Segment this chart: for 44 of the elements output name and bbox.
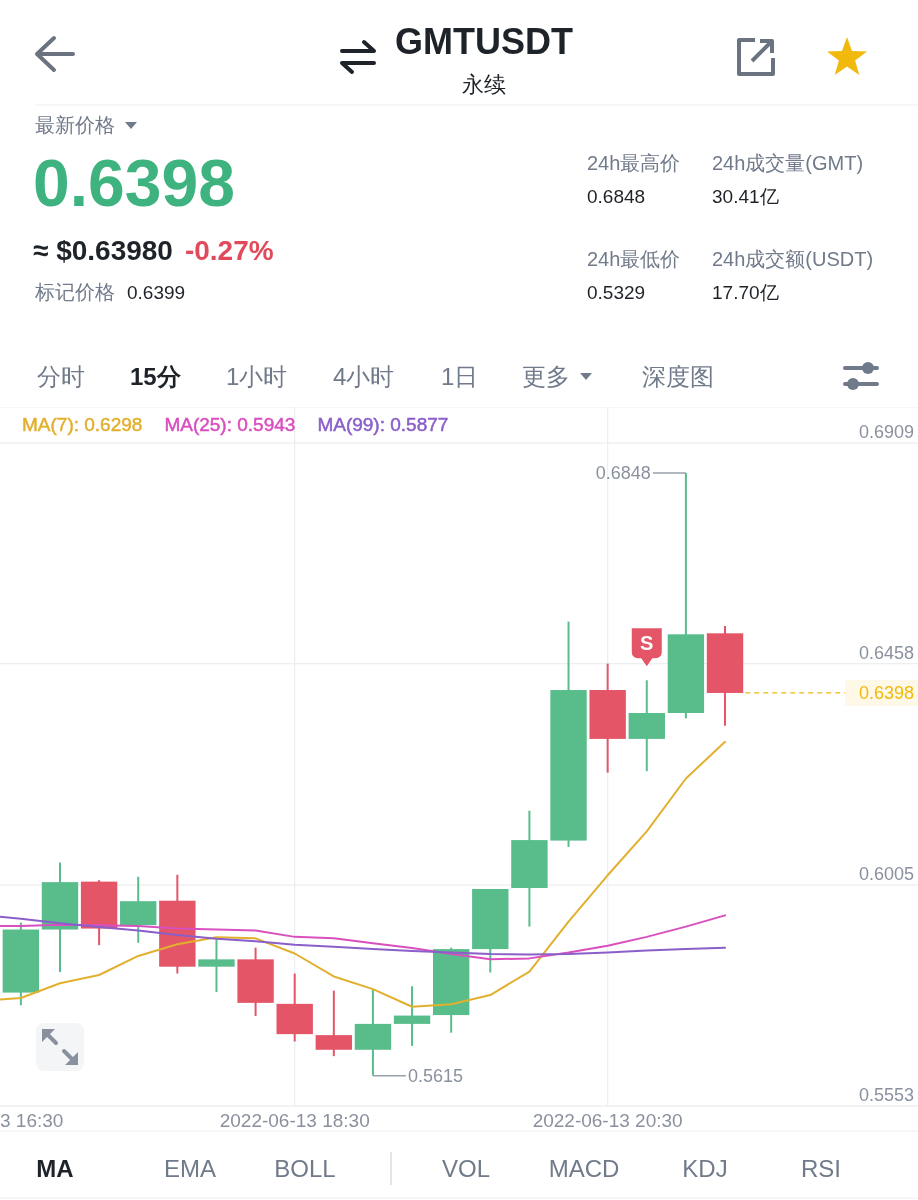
text: 24h成交额(USDT) [712,248,874,270]
text: GMTUSDT [395,20,573,62]
text: 24h最低价 [587,248,681,270]
y-tick-label: 0.6005 [858,864,914,885]
text: VOL [441,1154,491,1182]
text: 17.70亿 [712,281,779,303]
text: 1日 [441,362,479,390]
text: 15分 [130,362,182,390]
y-tick-label: 0.6909 [858,422,914,443]
text: MACD [548,1154,620,1182]
text: 分时 [37,362,85,390]
text: KDJ [682,1154,728,1182]
text: MA(7): 0.6298 [22,413,143,435]
text: ≈ $0.63980 [33,234,173,266]
text: MA(99): 0.5877 [317,413,449,435]
text: 最新价格 [35,114,115,136]
annotation: 0.5615 [407,1065,463,1086]
text: 永续 [462,71,506,97]
x-tick-label: 2022-06-13 18:30 [219,1109,370,1131]
text: 24h成交量(GMT) [712,152,864,174]
text: 1小时 [226,362,288,390]
text: 0.5329 [587,281,646,303]
text: 30.41亿 [712,185,779,207]
text: 标记价格 [34,281,115,303]
text: 24h最高价 [587,152,681,174]
text: 0.6399 [127,281,186,303]
y-tick-label: 0.6458 [858,642,914,663]
ref-line-label: 0.6398 [858,682,914,703]
text: 0.6848 [587,185,646,207]
annotation: 0.6848 [595,462,651,483]
text: 0.6398 [33,146,235,220]
text: 3 16:30 [0,1109,64,1131]
text: 更多 [522,362,570,390]
text: MA [36,1154,74,1182]
text: -0.27% [184,234,274,266]
x-tick-label: 2022-06-13 20:30 [532,1109,683,1131]
text: 4小时 [333,362,395,390]
annotation: S [640,632,654,655]
text: RSI [800,1154,842,1182]
y-tick-label: 0.5553 [858,1085,914,1105]
text: 深度图 [642,362,714,390]
text: MA(25): 0.5943 [164,413,296,435]
text: EMA [163,1154,217,1182]
text: BOLL [274,1154,336,1182]
